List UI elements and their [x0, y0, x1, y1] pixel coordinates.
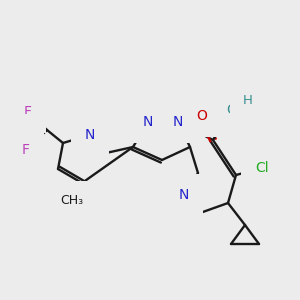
Text: F: F: [22, 128, 30, 142]
Text: Cl: Cl: [255, 161, 269, 175]
Text: O: O: [196, 109, 207, 123]
Text: F: F: [24, 105, 32, 119]
Text: CH₃: CH₃: [60, 194, 84, 206]
Text: N: N: [179, 188, 189, 202]
Text: N: N: [85, 128, 95, 142]
Text: O: O: [226, 103, 237, 117]
Text: H: H: [243, 94, 253, 106]
Text: N: N: [143, 115, 153, 129]
Text: F: F: [22, 143, 30, 157]
Text: N: N: [173, 115, 183, 129]
